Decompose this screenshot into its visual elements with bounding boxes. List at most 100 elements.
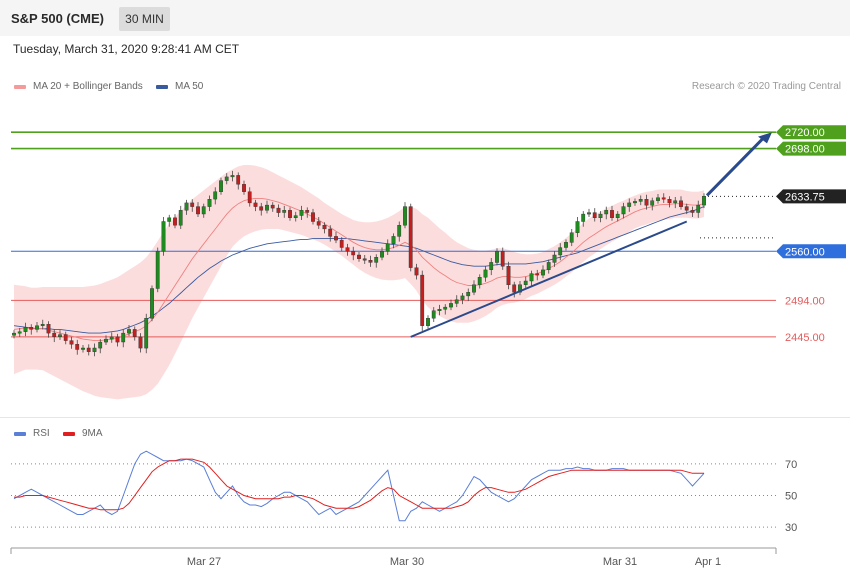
- ma20-swatch-icon: [14, 85, 26, 89]
- candle-body: [385, 243, 390, 252]
- level-label-2633.75: 2633.75: [785, 191, 825, 203]
- rsi9-legend-label: 9MA: [82, 428, 103, 439]
- candle-body: [437, 309, 442, 311]
- candle-body: [466, 292, 471, 297]
- candle-body: [558, 247, 563, 256]
- candle-body: [190, 202, 195, 207]
- candle-body: [506, 266, 511, 286]
- candle-body: [259, 206, 264, 211]
- candle-body: [46, 324, 51, 334]
- interval-badge[interactable]: 30 MIN: [119, 7, 170, 31]
- candle-body: [633, 201, 637, 204]
- rsi-swatch-icon: [14, 432, 26, 436]
- candle-body: [581, 213, 586, 222]
- candle-body: [644, 198, 649, 206]
- candle-body: [575, 221, 580, 233]
- candle-body: [443, 306, 448, 310]
- bollinger-band: [14, 165, 704, 400]
- candle-body: [454, 299, 459, 304]
- candle-body: [40, 324, 45, 326]
- candle-body: [178, 210, 183, 226]
- candle-body: [552, 254, 557, 263]
- candle-body: [460, 295, 465, 300]
- level-label-2560.00: 2560.00: [785, 246, 825, 258]
- x-tick-label-Mar-30: Mar 30: [390, 556, 424, 568]
- candle-body: [52, 332, 57, 338]
- candle-body: [58, 334, 62, 338]
- candle-body: [299, 210, 304, 216]
- candle-body: [207, 198, 212, 207]
- candle-body: [121, 332, 126, 343]
- candle-body: [305, 210, 310, 213]
- candle-body: [23, 327, 28, 332]
- candle-body: [638, 198, 643, 202]
- candle-body: [167, 217, 172, 222]
- candle-body: [449, 303, 453, 308]
- candle-body: [500, 251, 505, 267]
- candle-body: [138, 336, 143, 349]
- candle-body: [104, 338, 108, 343]
- candle-body: [604, 210, 609, 215]
- candle-body: [345, 247, 350, 252]
- candle-body: [403, 206, 407, 226]
- candle-body: [610, 210, 614, 218]
- candle-body: [35, 325, 39, 330]
- candle-body: [63, 334, 68, 341]
- x-tick-label-Mar-27: Mar 27: [187, 556, 221, 568]
- candle-body: [495, 251, 499, 263]
- candle-body: [92, 347, 97, 352]
- candle-body: [397, 224, 402, 237]
- level-tag-2698.00: [776, 141, 846, 156]
- candle-body: [282, 210, 287, 213]
- rsi-tick-label-50: 50: [785, 491, 797, 503]
- candle-body: [173, 217, 177, 226]
- candle-body: [236, 175, 241, 185]
- level-label-2720.00: 2720.00: [785, 127, 825, 139]
- candle-body: [253, 202, 258, 207]
- candle-body: [483, 269, 488, 278]
- candle-body: [512, 284, 517, 293]
- candle-body: [270, 204, 275, 209]
- candle-body: [334, 236, 338, 241]
- candle-body: [109, 336, 114, 340]
- candle-body: [426, 318, 430, 326]
- candle-body: [17, 331, 22, 334]
- candle-body: [69, 340, 74, 345]
- level-label-2494.00: 2494.00: [785, 295, 825, 307]
- candle-body: [420, 274, 425, 326]
- candle-body: [357, 254, 361, 259]
- candle-body: [362, 258, 367, 261]
- candle-body: [150, 288, 154, 319]
- level-tag-2560.00: [776, 244, 846, 259]
- rsi-tick-label-70: 70: [785, 459, 797, 471]
- candle-body: [316, 221, 321, 226]
- candle-body: [322, 224, 327, 230]
- candle-body: [339, 239, 344, 248]
- ma50-legend-label: MA 50: [175, 81, 204, 92]
- candle-body: [472, 284, 476, 293]
- candle-body: [661, 197, 666, 200]
- candle-body: [587, 212, 591, 215]
- candle-body: [598, 213, 603, 219]
- level-label-2698.00: 2698.00: [785, 144, 825, 156]
- candle-body: [650, 200, 655, 206]
- candle-body: [115, 336, 120, 343]
- candle-body: [184, 202, 189, 211]
- candle-body: [127, 329, 131, 334]
- candle-body: [288, 210, 292, 218]
- candle-body: [242, 184, 246, 192]
- candle-body: [293, 215, 298, 219]
- x-tick-label-Apr-1: Apr 1: [695, 556, 721, 568]
- rsi9-swatch-icon: [63, 432, 75, 436]
- candle-body: [690, 210, 695, 213]
- candle-body: [368, 260, 373, 263]
- candle-body: [12, 332, 16, 336]
- projection-arrow-head: [758, 132, 772, 144]
- trend-line: [410, 220, 688, 338]
- rsi9-line: [14, 458, 704, 511]
- candle-body: [529, 273, 534, 282]
- candle-body: [569, 232, 574, 243]
- candle-body: [592, 212, 597, 219]
- rsi-legend-label: RSI: [33, 428, 50, 439]
